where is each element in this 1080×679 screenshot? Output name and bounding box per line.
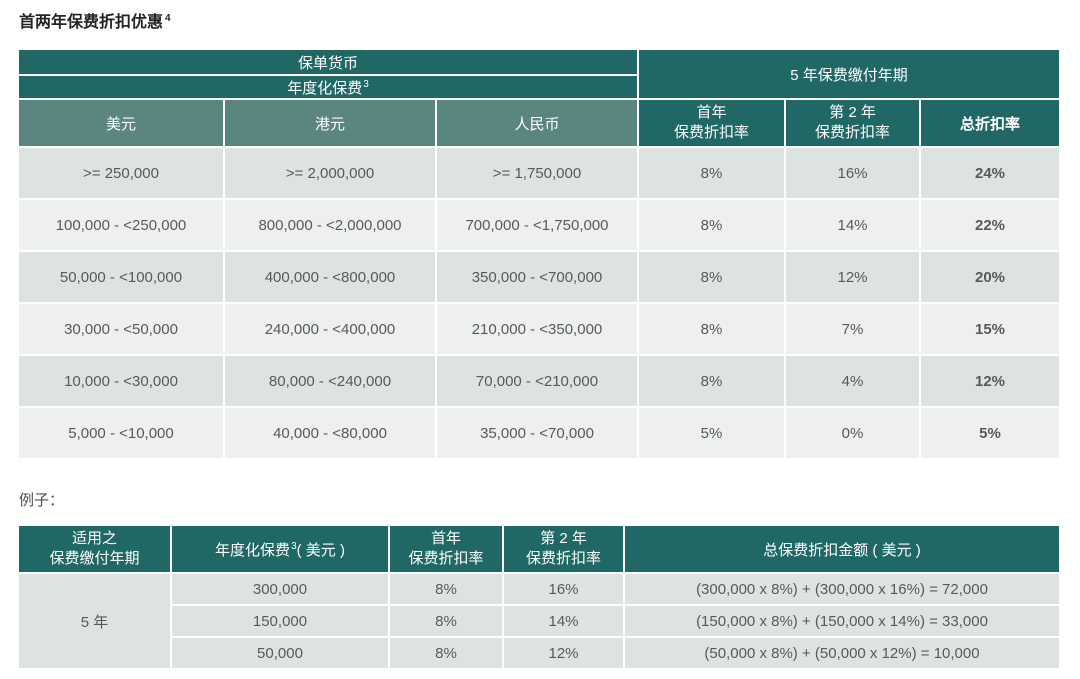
second-year-line2: 保费折扣率 xyxy=(814,124,890,141)
cell-usd: >= 250,000 xyxy=(19,148,223,198)
term-line1: 适用之 xyxy=(71,530,117,547)
cell-total-formula: (50,000 x 8%) + (50,000 x 12%) = 10,000 xyxy=(625,638,1059,668)
cell-second-year: 4% xyxy=(786,356,919,406)
cell-first-year: 8% xyxy=(390,638,502,668)
header-first-year-discount: 首年 保费折扣率 xyxy=(639,100,784,146)
first-year-line2: 保费折扣率 xyxy=(408,550,484,567)
header-rmb: 人民币 xyxy=(437,100,637,146)
cell-second-year: 7% xyxy=(786,304,919,354)
cell-first-year: 8% xyxy=(639,304,784,354)
table-row: 100,000 - <250,000 800,000 - <2,000,000 … xyxy=(19,200,1059,250)
header-total-discount: 总折扣率 xyxy=(921,100,1059,146)
cell-rmb: 350,000 - <700,000 xyxy=(437,252,637,302)
cell-usd: 5,000 - <10,000 xyxy=(19,408,223,458)
cell-usd: 10,000 - <30,000 xyxy=(19,356,223,406)
cell-total: 24% xyxy=(921,148,1059,198)
title-footnote-sup: 4 xyxy=(165,12,171,24)
header-row-annualized-premium: 年度化保费3 xyxy=(19,76,1059,98)
header-second-year-discount: 第 2 年保费折扣率 xyxy=(786,100,919,146)
cell-second-year: 14% xyxy=(786,200,919,250)
cell-total-formula: (150,000 x 8%) + (150,000 x 14%) = 33,00… xyxy=(625,606,1059,636)
header-usd: 美元 xyxy=(19,100,223,146)
header-applicable-term: 适用之 保费缴付年期 xyxy=(19,526,170,572)
page-title-text: 首两年保费折扣优惠 xyxy=(19,14,164,31)
cell-total: 22% xyxy=(921,200,1059,250)
cell-second-year: 12% xyxy=(504,638,623,668)
header-row-columns: 美元 港元 人民币 首年保费折扣率 第 2 年保费折扣率 总折扣率 xyxy=(19,100,1059,146)
header-hkd: 港元 xyxy=(225,100,435,146)
cell-rmb: 210,000 - <350,000 xyxy=(437,304,637,354)
cell-first-year: 8% xyxy=(390,606,502,636)
table-row: 150,000 8% 14% (150,000 x 8%) + (150,000… xyxy=(19,606,1059,636)
table-row: >= 250,000 >= 2,000,000 >= 1,750,000 8% … xyxy=(19,148,1059,198)
cell-premium: 50,000 xyxy=(172,638,388,668)
annualized-premium-text: 年度化保费 xyxy=(287,79,363,97)
example-header-row: 适用之保费缴付年期 年度化保费3( 美元 ) 首年保费折扣率 第 2 年保费折扣… xyxy=(19,526,1059,572)
table-row: 5,000 - <10,000 40,000 - <80,000 35,000 … xyxy=(19,408,1059,458)
second-year-line1: 第 2 年 xyxy=(540,530,587,547)
table-row: 5 年 300,000 8% 16% (300,000 x 8%) + (300… xyxy=(19,574,1059,668)
cell-usd: 100,000 - <250,000 xyxy=(19,200,223,250)
cell-second-year: 14% xyxy=(504,606,623,636)
premium-suffix: ( 美元 ) xyxy=(296,541,345,559)
annualized-premium-footnote-sup: 3 xyxy=(363,78,369,90)
header-second-year-discount: 第 2 年保费折扣率 xyxy=(504,526,623,572)
table-row: 30,000 - <50,000 240,000 - <400,000 210,… xyxy=(19,304,1059,354)
header-total-discount-amount: 总保费折扣金额 ( 美元 ) xyxy=(625,526,1059,572)
table-row: 50,000 - <100,000 400,000 - <800,000 350… xyxy=(19,252,1059,302)
header-payment-term: 5 年保费缴付年期 xyxy=(639,50,1059,98)
cell-hkd: 40,000 - <80,000 xyxy=(225,408,435,458)
cell-usd: 30,000 - <50,000 xyxy=(19,304,223,354)
first-year-line1: 首年 xyxy=(696,104,727,121)
cell-first-year: 8% xyxy=(639,356,784,406)
cell-hkd: 240,000 - <400,000 xyxy=(225,304,435,354)
cell-hkd: 80,000 - <240,000 xyxy=(225,356,435,406)
cell-second-year: 0% xyxy=(786,408,919,458)
cell-total: 20% xyxy=(921,252,1059,302)
page-title: 首两年保费折扣优惠 4 xyxy=(19,8,171,32)
cell-hkd: 400,000 - <800,000 xyxy=(225,252,435,302)
premium-prefix: 年度化保费 xyxy=(215,541,291,559)
table-row: 10,000 - <30,000 80,000 - <240,000 70,00… xyxy=(19,356,1059,406)
cell-first-year: 5% xyxy=(639,408,784,458)
cell-term: 5 年 xyxy=(19,574,170,668)
cell-first-year: 8% xyxy=(639,200,784,250)
second-year-line2: 保费折扣率 xyxy=(525,550,601,567)
cell-total-formula: (300,000 x 8%) + (300,000 x 16%) = 72,00… xyxy=(625,574,1059,604)
example-table: 适用之保费缴付年期 年度化保费3( 美元 ) 首年保费折扣率 第 2 年保费折扣… xyxy=(17,524,1061,670)
first-year-line2: 保费折扣率 xyxy=(673,124,749,141)
cell-first-year: 8% xyxy=(639,148,784,198)
cell-usd: 50,000 - <100,000 xyxy=(19,252,223,302)
premium-footnote-sup: 3 xyxy=(291,540,297,552)
cell-second-year: 12% xyxy=(786,252,919,302)
cell-second-year: 16% xyxy=(786,148,919,198)
cell-total: 12% xyxy=(921,356,1059,406)
cell-rmb: 700,000 - <1,750,000 xyxy=(437,200,637,250)
cell-second-year: 16% xyxy=(504,574,623,604)
cell-total: 5% xyxy=(921,408,1059,458)
cell-premium: 150,000 xyxy=(172,606,388,636)
cell-rmb: 35,000 - <70,000 xyxy=(437,408,637,458)
table-row: 50,000 8% 12% (50,000 x 8%) + (50,000 x … xyxy=(19,638,1059,668)
cell-total: 15% xyxy=(921,304,1059,354)
discount-table: 保单货币 5 年保费缴付年期 年度化保费3 美元 港元 人民币 首年保费折扣率 … xyxy=(17,48,1061,460)
cell-premium: 300,000 xyxy=(172,574,388,604)
first-year-line1: 首年 xyxy=(430,530,461,547)
cell-first-year: 8% xyxy=(639,252,784,302)
cell-rmb: 70,000 - <210,000 xyxy=(437,356,637,406)
header-row-policy-currency: 保单货币 5 年保费缴付年期 xyxy=(19,50,1059,98)
term-line2: 保费缴付年期 xyxy=(49,550,140,567)
example-label: 例子： xyxy=(19,492,65,509)
cell-hkd: >= 2,000,000 xyxy=(225,148,435,198)
cell-first-year: 8% xyxy=(390,574,502,604)
header-policy-currency: 保单货币 xyxy=(19,50,637,74)
cell-rmb: >= 1,750,000 xyxy=(437,148,637,198)
header-annualized-premium-usd: 年度化保费3( 美元 ) xyxy=(172,526,388,572)
cell-hkd: 800,000 - <2,000,000 xyxy=(225,200,435,250)
header-first-year-discount: 首年 保费折扣率 xyxy=(390,526,502,572)
header-annualized-premium: 年度化保费3 xyxy=(19,76,637,98)
second-year-line1: 第 2 年 xyxy=(829,104,876,121)
